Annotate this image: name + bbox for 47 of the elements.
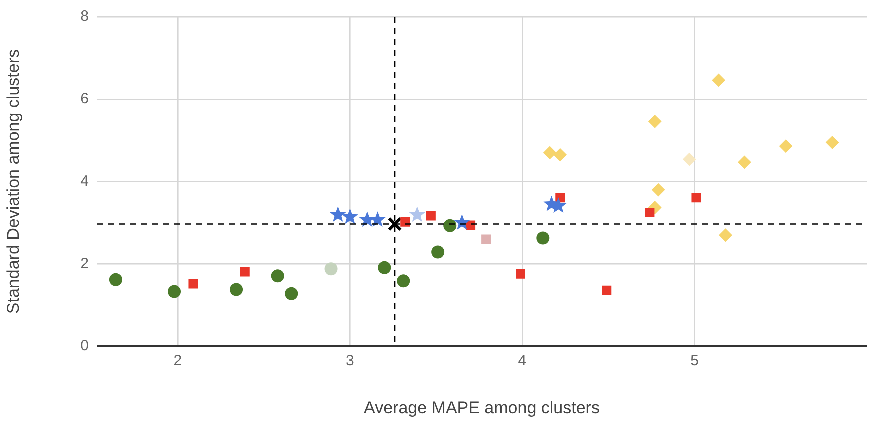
point: [370, 212, 386, 227]
point: [230, 283, 244, 296]
point: [400, 217, 410, 227]
point: [324, 262, 338, 276]
point: [719, 228, 732, 242]
point: [536, 232, 550, 245]
point: [409, 206, 426, 222]
y-axis-title: Standard Deviation among clusters: [4, 50, 23, 314]
point: [712, 74, 726, 87]
point: [444, 219, 457, 232]
point: [342, 208, 358, 224]
point: [388, 217, 402, 232]
point: [602, 286, 612, 296]
x-tick-label: 2: [174, 352, 182, 370]
point: [826, 136, 840, 150]
point: [432, 246, 445, 259]
point: [397, 274, 410, 288]
point: [516, 269, 526, 279]
y-tick-label: 2: [80, 255, 89, 272]
point: [454, 214, 470, 230]
x-tick-label: 3: [346, 352, 354, 370]
point: [652, 184, 666, 197]
point: [692, 193, 702, 203]
point: [780, 140, 793, 153]
point: [330, 206, 346, 222]
point: [168, 285, 182, 298]
point: [378, 261, 392, 274]
y-tick-label: 6: [80, 90, 89, 108]
point: [683, 153, 696, 166]
y-tick-label: 0: [80, 338, 89, 355]
y-tick-label: 8: [80, 8, 89, 26]
point: [482, 234, 492, 244]
x-axis-title: Average MAPE among clusters: [364, 398, 600, 418]
point: [648, 115, 662, 128]
point: [271, 270, 284, 283]
point: [109, 273, 122, 286]
y-tick-label: 4: [80, 172, 89, 190]
point: [554, 148, 567, 162]
point: [645, 208, 655, 218]
point: [285, 287, 298, 300]
x-tick-label: 4: [518, 352, 527, 370]
point: [188, 279, 198, 289]
point: [426, 211, 436, 221]
point: [544, 146, 557, 160]
x-tick-label: 5: [690, 352, 699, 370]
point: [738, 156, 752, 169]
point: [240, 267, 250, 277]
